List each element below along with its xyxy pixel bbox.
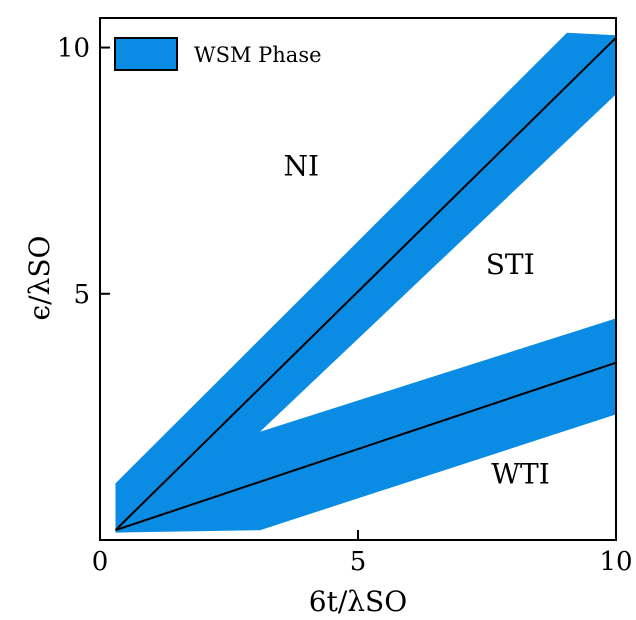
y-tick-label: 10	[57, 34, 90, 64]
x-axis-label: 6t/λSO	[309, 585, 407, 618]
phase-boundary-line-2	[115, 361, 617, 532]
legend-swatch	[114, 37, 178, 71]
y-axis-label: ϵ/λSO	[23, 236, 56, 321]
x-tick-label: 10	[599, 547, 632, 577]
y-tick-label: 5	[73, 280, 90, 310]
region-label: NI	[283, 150, 319, 183]
x-tick-label: 5	[350, 547, 367, 577]
region-label: WTI	[491, 457, 550, 490]
legend: WSM Phase	[114, 37, 322, 71]
legend-label: WSM Phase	[194, 43, 322, 67]
phase-boundary-line-1	[114, 36, 617, 531]
region-label: STI	[486, 248, 535, 281]
x-tick-label: 0	[92, 547, 109, 577]
